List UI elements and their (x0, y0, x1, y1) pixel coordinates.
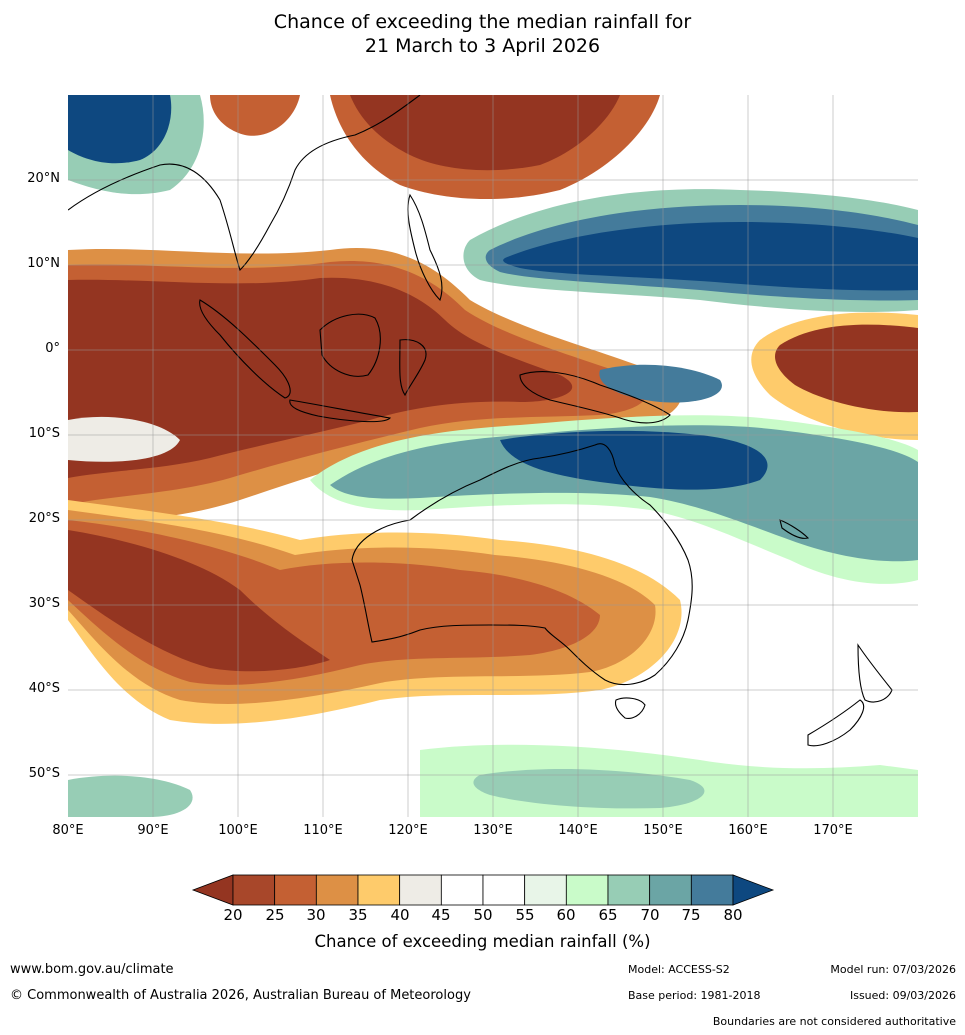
lat-label-50s: 50°S (28, 766, 60, 781)
philippines-coastline (407, 193, 443, 302)
colorbar-label: 70 (640, 906, 660, 924)
wettest-region-northwest (68, 95, 172, 164)
colorbar-segment (315, 874, 359, 906)
colorbar-segment (565, 874, 609, 906)
colorbar-segment (357, 874, 401, 906)
lat-label-30s: 30°S (28, 596, 60, 611)
colorbar-segment (690, 874, 734, 906)
map-title-line1: Chance of exceeding the median rainfall … (273, 11, 692, 33)
colorbar-label: 60 (556, 906, 576, 924)
colorbar-extend-above (732, 874, 775, 906)
colorbar-segment (482, 874, 526, 906)
lat-label-20n: 20°N (27, 171, 60, 186)
tasmania-coastline (614, 697, 646, 719)
new-guinea-coastline (519, 371, 671, 424)
wettest-region-north-australia (500, 430, 768, 490)
colorbar-segment (649, 874, 692, 906)
new-zealand-south-coastline (807, 699, 865, 747)
lat-label-20s: 20°S (28, 511, 60, 526)
very-wet-region-north-australia (330, 425, 918, 562)
footer-copyright: © Commonwealth of Australia 2026, Austra… (10, 988, 471, 1003)
wet-region-solomon (599, 364, 722, 403)
footer-disclaimer: Boundaries are not considered authoritat… (712, 1015, 956, 1028)
colorbar-label: 25 (265, 906, 285, 924)
colorbar-segment (440, 874, 484, 906)
colorbar-label: 20 (223, 906, 243, 924)
colorbar-label: 35 (348, 906, 368, 924)
driest-region-indian-ocean (68, 277, 573, 478)
colorbar-label: 45 (431, 906, 451, 924)
new-caledonia-coastline (779, 519, 810, 539)
lon-label-100e: 100°E (218, 823, 258, 838)
asia-mainland-coastline (68, 95, 421, 272)
sumatra-coastline (199, 299, 291, 399)
colorbar-label: 40 (390, 906, 410, 924)
lat-label-10s: 10°S (28, 426, 60, 441)
lon-label-80e: 80°E (52, 823, 84, 838)
sulawesi-coastline (399, 339, 427, 397)
lon-label-110e: 110°E (303, 823, 343, 838)
java-coastline (289, 399, 392, 423)
map-title-line2: 21 March to 3 April 2026 (364, 35, 601, 57)
neutral-region-west (68, 416, 180, 462)
wettest-region-pacific (503, 222, 918, 291)
driest-core-south (68, 530, 330, 672)
lat-label-0: 0° (45, 341, 60, 356)
footer-model-run: Model run: 07/03/2026 (830, 963, 956, 976)
colorbar-label: 75 (681, 906, 701, 924)
lat-label-10n: 10°N (27, 256, 60, 271)
new-zealand-north-coastline (857, 643, 893, 703)
map-field (68, 95, 918, 817)
footer-url[interactable]: www.bom.gov.au/climate (10, 962, 174, 977)
driest-region-north (350, 95, 620, 171)
colorbar-segment (232, 874, 276, 906)
graticule (68, 95, 918, 817)
coastlines (68, 95, 893, 747)
colorbar-segment (274, 874, 317, 906)
colorbar-segment (399, 874, 442, 906)
borneo-coastline (319, 313, 381, 377)
wet-region-southwest (68, 775, 193, 817)
colorbar-label: 65 (598, 906, 618, 924)
lon-label-120e: 120°E (388, 823, 428, 838)
footer-base-period: Base period: 1981-2018 (628, 989, 761, 1002)
colorbar-extend-below (191, 874, 234, 906)
colorbar (191, 874, 775, 906)
lon-label-90e: 90°E (137, 823, 169, 838)
lon-label-130e: 130°E (473, 823, 513, 838)
colorbar-title: Chance of exceeding median rainfall (%) (314, 932, 651, 951)
australia-coastline (351, 443, 693, 686)
colorbar-label: 80 (723, 906, 743, 924)
lat-label-40s: 40°S (28, 681, 60, 696)
colorbar-segment (524, 874, 567, 906)
colorbar-label: 55 (515, 906, 535, 924)
lon-label-160e: 160°E (728, 823, 768, 838)
footer-model: Model: ACCESS-S2 (628, 963, 730, 976)
driest-region-pacific (775, 324, 918, 413)
lon-label-140e: 140°E (558, 823, 598, 838)
lon-label-170e: 170°E (813, 823, 853, 838)
lon-label-150e: 150°E (643, 823, 683, 838)
dry-region-north-west (210, 95, 300, 136)
colorbar-label: 50 (473, 906, 493, 924)
footer-issued: Issued: 09/03/2026 (849, 989, 956, 1002)
colorbar-label: 30 (306, 906, 326, 924)
very-wet-region-southern-ocean (473, 768, 705, 809)
colorbar-segment (607, 874, 651, 906)
